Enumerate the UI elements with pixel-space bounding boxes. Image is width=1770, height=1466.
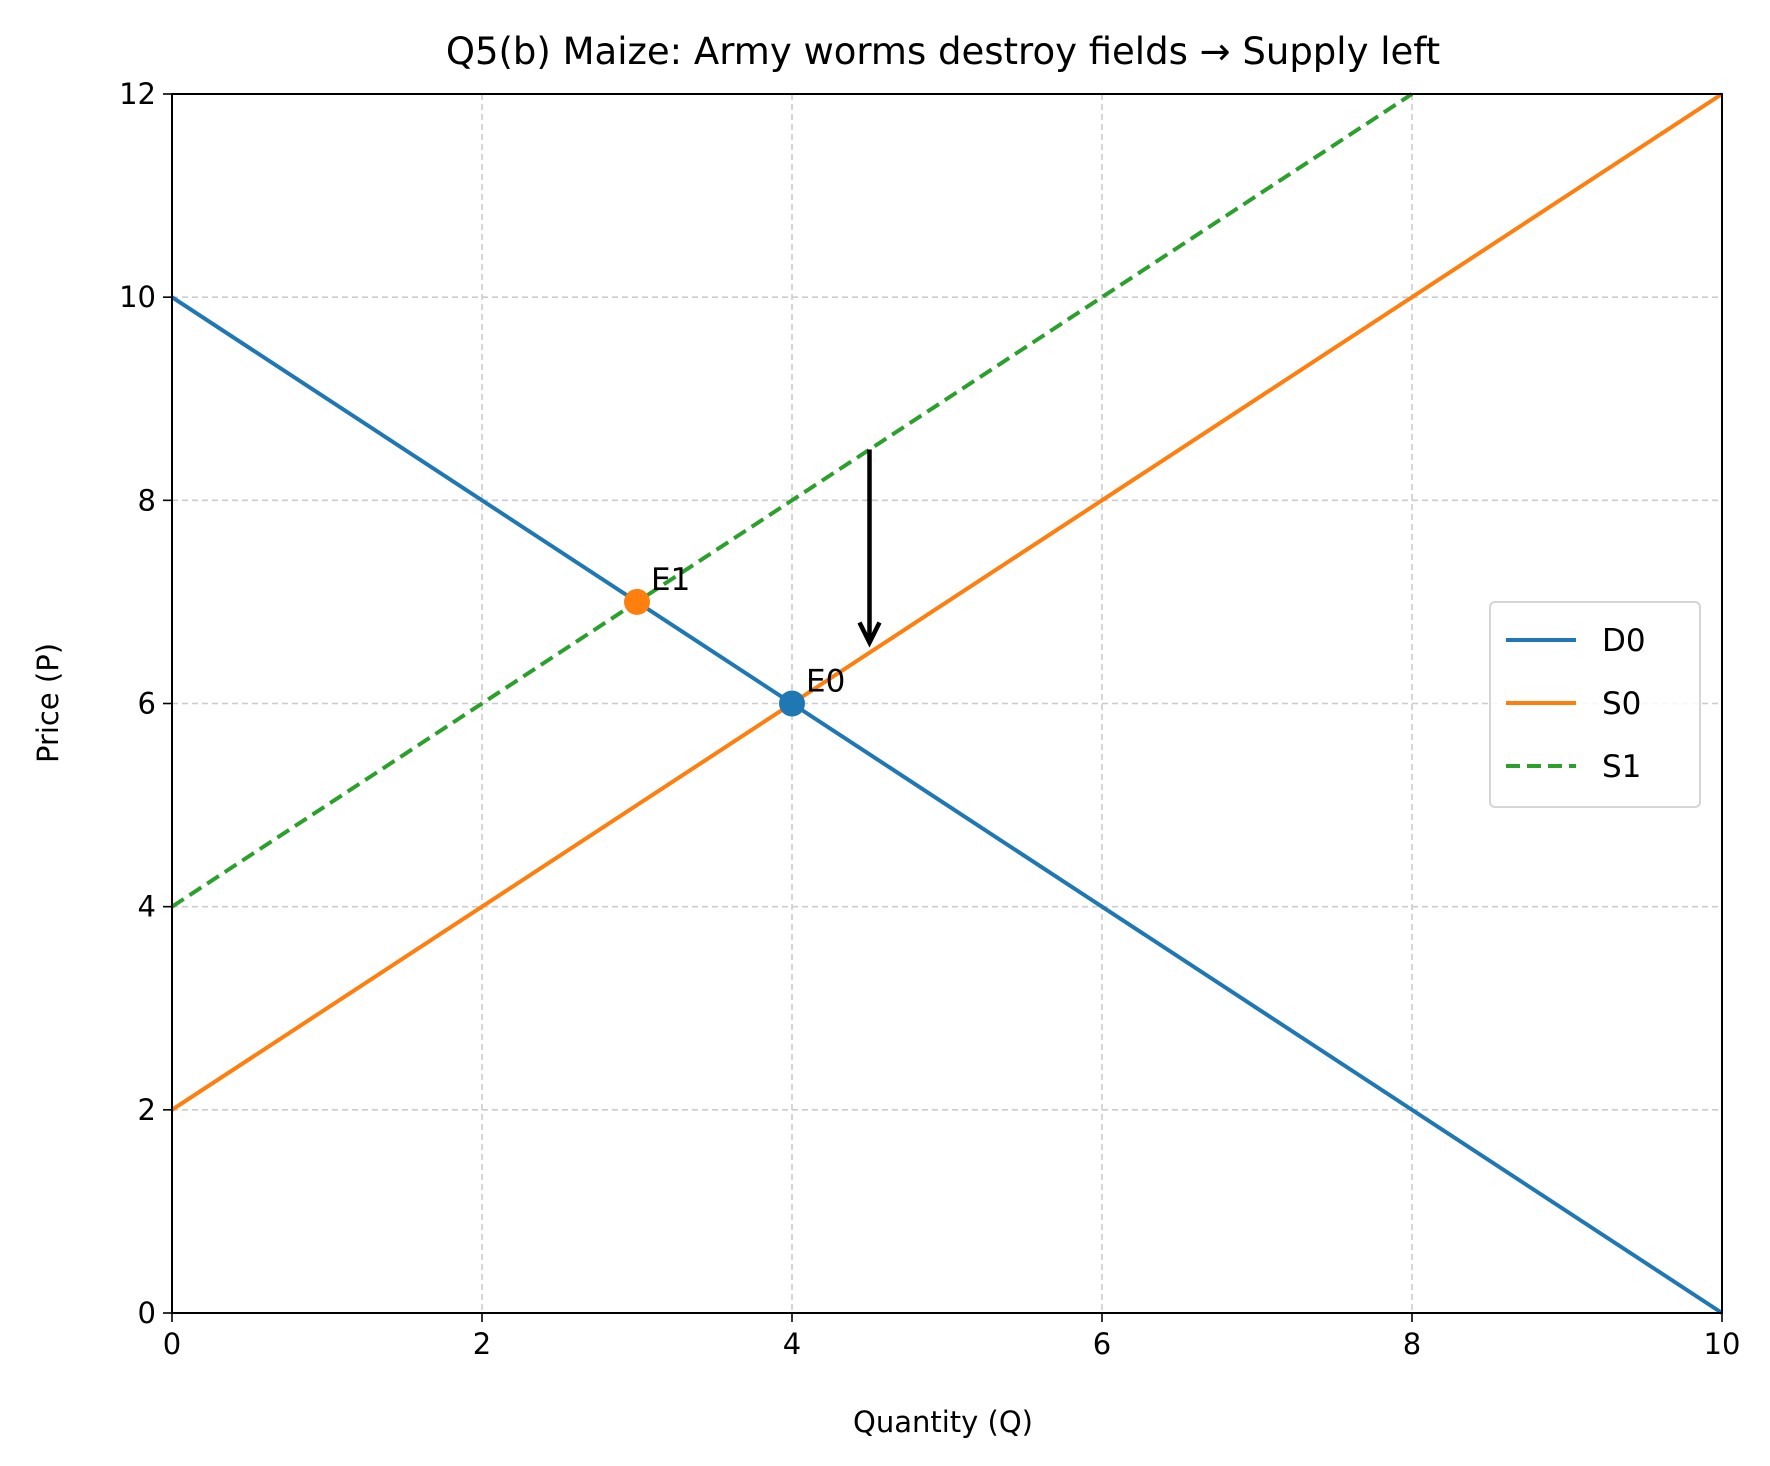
equilibrium-label-e0: E0 (806, 664, 845, 700)
ticks: 0 2 4 6 8 10 0 2 4 6 8 10 12 (119, 77, 1740, 1361)
y-tick-label: 2 (138, 1093, 156, 1127)
y-tick-label: 10 (119, 280, 156, 314)
x-tick-label: 10 (1704, 1327, 1741, 1361)
x-axis-label: Quantity (Q) (853, 1405, 1033, 1439)
equilibrium-point-e0 (779, 690, 805, 717)
x-tick-label: 2 (473, 1327, 491, 1361)
series-line-s1 (170, 92, 1414, 909)
legend-label-s1: S1 (1602, 749, 1641, 785)
y-tick-label: 8 (138, 483, 156, 517)
y-tick-label: 0 (138, 1296, 156, 1330)
y-tick-label: 4 (138, 890, 156, 924)
x-tick-label: 6 (1093, 1327, 1111, 1361)
points-layer: E0 E1 (624, 562, 845, 717)
legend-box (1489, 601, 1701, 808)
series-line-d0 (170, 295, 1724, 1315)
legend-label-d0: D0 (1602, 623, 1646, 659)
x-tick-label: 8 (1403, 1327, 1421, 1361)
equilibrium-point-e1 (624, 588, 650, 615)
arrow-layer (857, 449, 882, 648)
x-tick-label: 4 (783, 1327, 801, 1361)
y-axis-label: Price (P) (31, 643, 65, 763)
chart-title: Q5(b) Maize: Army worms destroy fields →… (446, 30, 1440, 73)
equilibrium-label-e1: E1 (651, 562, 690, 598)
series-layer (170, 92, 1724, 1315)
shift-arrow-head (857, 621, 882, 648)
legend: D0 S0 S1 (1489, 601, 1701, 808)
y-tick-label: 12 (119, 77, 156, 111)
legend-label-s0: S0 (1602, 686, 1641, 722)
series-line-s0 (170, 92, 1724, 1112)
x-tick-label: 0 (163, 1327, 181, 1361)
y-tick-label: 6 (138, 687, 156, 721)
